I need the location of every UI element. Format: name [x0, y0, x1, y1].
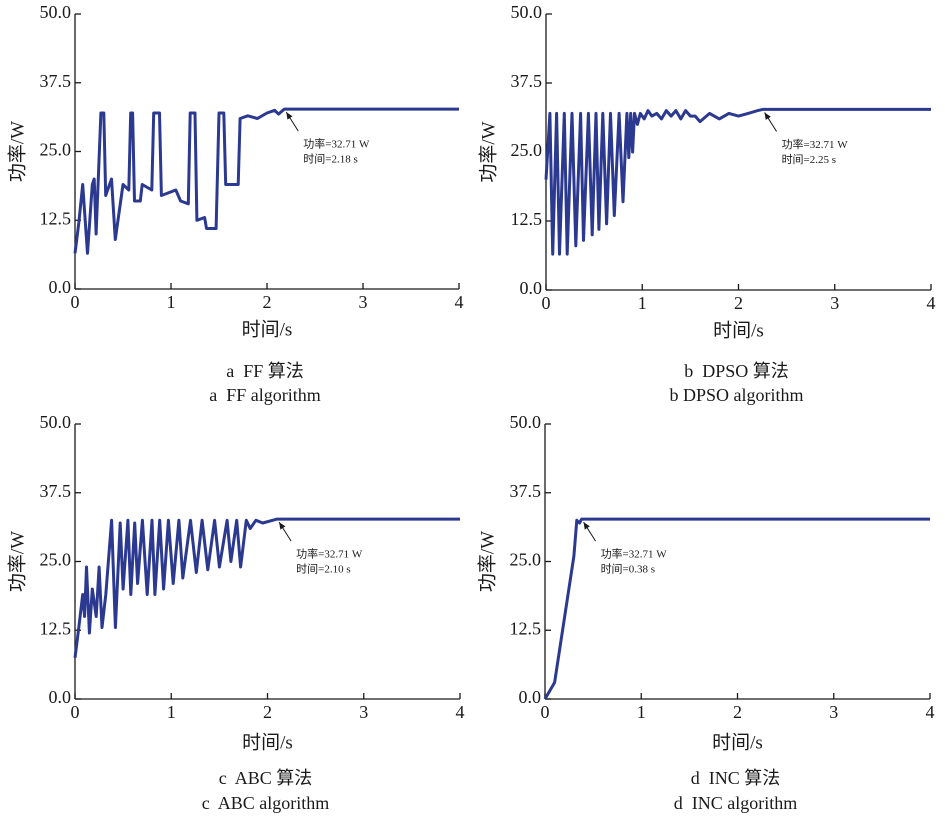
x-axis-label: 时间/s: [712, 731, 763, 753]
data-line: [544, 107, 931, 256]
y-tick-label: 37.5: [511, 71, 543, 91]
annotation-text: 时间=0.38 s: [601, 563, 655, 576]
x-tick-label: 1: [167, 702, 176, 722]
y-tick-label: 37.5: [510, 481, 542, 501]
x-tick-label: 2: [733, 702, 742, 722]
data-line: [73, 107, 459, 255]
x-tick-label: 0: [542, 293, 551, 313]
annotation-text: 功率=32.71 W: [296, 547, 363, 561]
annotation-arrow: [285, 111, 299, 132]
y-axis-label: 功率/W: [6, 531, 28, 592]
annotation-arrow: [764, 112, 777, 132]
y-tick-label: 0.0: [49, 687, 72, 707]
y-tick-label: 0.0: [520, 278, 543, 298]
caption: a FF 算法: [226, 361, 304, 381]
y-axis-label: 功率/W: [476, 531, 498, 592]
x-tick-label: 0: [71, 702, 80, 722]
y-tick-label: 50.0: [40, 2, 72, 22]
y-tick-label: 37.5: [40, 71, 72, 91]
x-tick-label: 3: [829, 702, 838, 722]
caption: b DPSO algorithm: [669, 385, 803, 405]
y-tick-label: 12.5: [510, 618, 542, 638]
annotation-text: 时间=2.10 s: [296, 563, 350, 576]
x-tick-label: 4: [456, 702, 465, 722]
caption: d INC 算法: [691, 768, 781, 788]
y-tick-label: 50.0: [510, 412, 542, 432]
y-tick-label: 25.0: [510, 550, 542, 570]
x-tick-label: 1: [637, 702, 646, 722]
y-tick-label: 12.5: [511, 209, 543, 229]
y-tick-label: 12.5: [40, 618, 72, 638]
annotation-text: 功率=32.71 W: [601, 547, 668, 561]
annotation-text: 功率=32.71 W: [303, 137, 370, 151]
x-tick-label: 2: [263, 702, 272, 722]
x-tick-label: 0: [71, 292, 80, 312]
caption: a FF algorithm: [209, 385, 321, 405]
caption: c ABC 算法: [219, 768, 313, 788]
x-tick-label: 2: [734, 293, 743, 313]
x-tick-label: 2: [263, 292, 272, 312]
x-axis-label: 时间/s: [713, 319, 764, 341]
x-tick-label: 1: [167, 292, 176, 312]
x-tick-label: 4: [926, 702, 935, 722]
y-tick-label: 25.0: [40, 550, 72, 570]
data-line: [73, 517, 460, 658]
y-tick-label: 12.5: [40, 208, 72, 228]
y-axis-label: 功率/W: [6, 121, 28, 182]
caption: c ABC algorithm: [202, 793, 330, 813]
y-tick-label: 37.5: [40, 481, 72, 501]
annotation-text: 功率=32.71 W: [782, 137, 849, 151]
x-tick-label: 4: [455, 292, 464, 312]
y-tick-label: 25.0: [511, 140, 543, 160]
y-tick-label: 50.0: [40, 412, 72, 432]
x-tick-label: 3: [830, 293, 839, 313]
x-tick-label: 4: [927, 293, 936, 313]
data-line: [543, 517, 930, 700]
x-axis-label: 时间/s: [242, 318, 293, 340]
y-axis-label: 功率/W: [477, 121, 499, 182]
annotation-arrow: [583, 521, 596, 542]
y-tick-label: 0.0: [49, 277, 72, 297]
annotation-text: 时间=2.25 s: [782, 153, 836, 166]
x-tick-label: 3: [359, 702, 368, 722]
y-tick-label: 50.0: [511, 2, 543, 22]
y-tick-label: 0.0: [519, 687, 542, 707]
caption: d INC algorithm: [674, 793, 798, 813]
x-tick-label: 0: [541, 702, 550, 722]
y-tick-label: 25.0: [40, 140, 72, 160]
caption: b DPSO 算法: [684, 361, 789, 381]
x-axis-label: 时间/s: [242, 731, 293, 753]
annotation-text: 时间=2.18 s: [303, 153, 357, 166]
x-tick-label: 3: [359, 292, 368, 312]
x-tick-label: 1: [638, 293, 647, 313]
annotation-arrow: [278, 521, 292, 542]
